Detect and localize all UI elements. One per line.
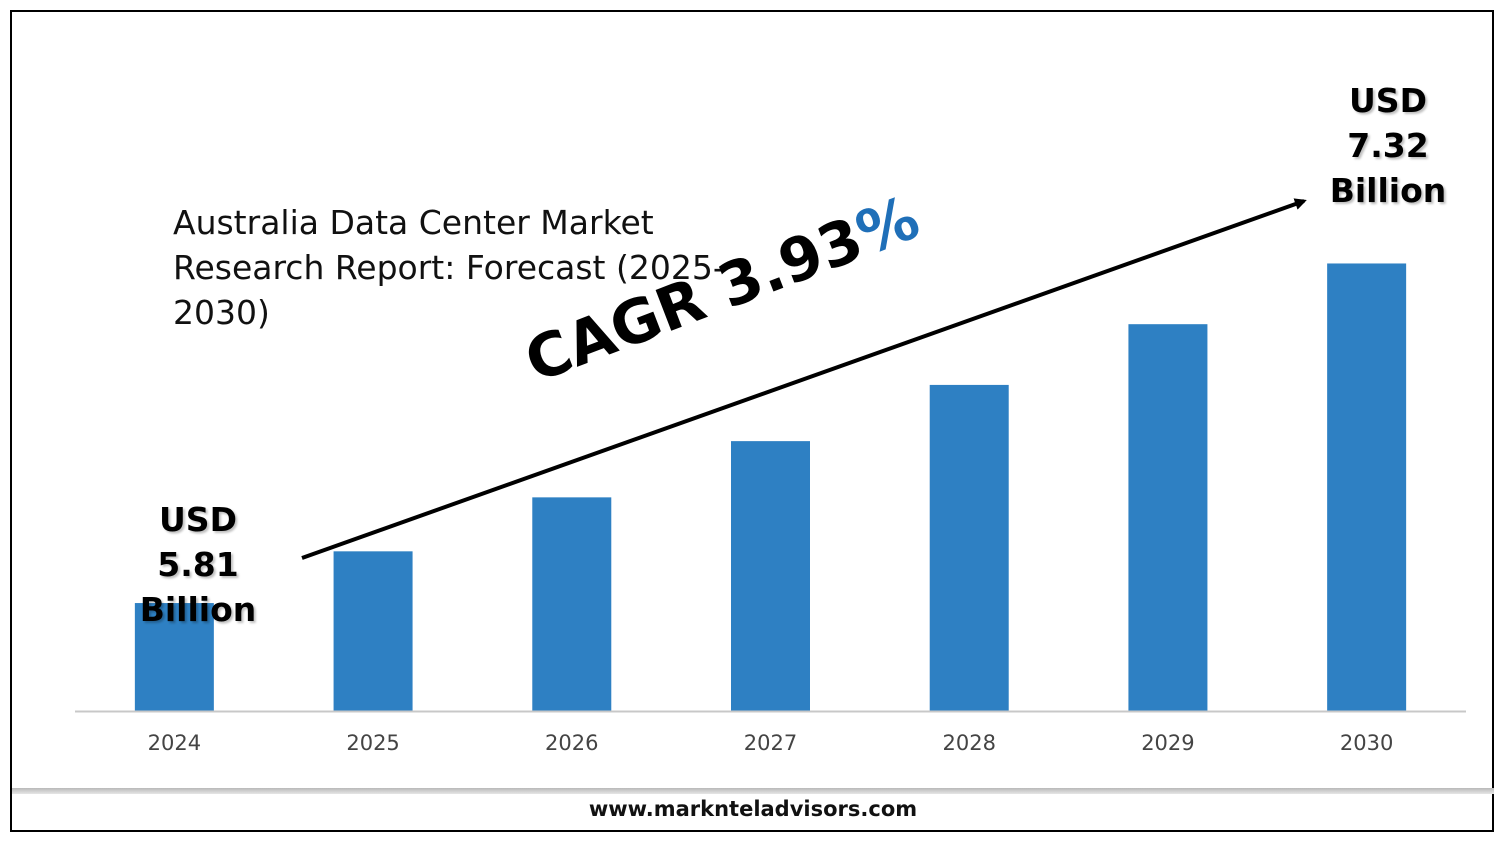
start-value-label: USD 5.81 Billion: [98, 497, 298, 632]
bar-2027: [731, 441, 810, 711]
x-tick-label: 2026: [545, 731, 598, 755]
start-value-amount: 5.81: [157, 545, 239, 584]
end-value-amount: 7.32: [1347, 126, 1429, 165]
bar-2029: [1128, 324, 1208, 711]
footer-divider: [12, 788, 1494, 794]
x-tick-label: 2030: [1340, 731, 1393, 755]
end-value-currency: USD: [1349, 81, 1427, 120]
growth-arrow: [301, 198, 1307, 560]
bar-2028: [929, 384, 1009, 711]
bar-2025: [333, 551, 413, 711]
x-tick-label: 2024: [148, 731, 201, 755]
x-tick-label: 2028: [942, 731, 995, 755]
x-tick-label: 2027: [744, 731, 797, 755]
start-value-unit: Billion: [139, 590, 257, 629]
x-tick-label: 2025: [346, 731, 399, 755]
bar-2026: [532, 497, 612, 711]
bar-2024: [134, 603, 214, 711]
start-value-currency: USD: [159, 500, 237, 539]
end-value-label: USD 7.32 Billion: [1288, 78, 1488, 213]
chart-title: Australia Data Center Market Research Re…: [173, 203, 725, 332]
x-tick-label: 2029: [1141, 731, 1194, 755]
footer-website: www.marknteladvisors.com: [588, 797, 918, 821]
end-value-unit: Billion: [1329, 171, 1447, 210]
bar-2030: [1327, 263, 1407, 711]
